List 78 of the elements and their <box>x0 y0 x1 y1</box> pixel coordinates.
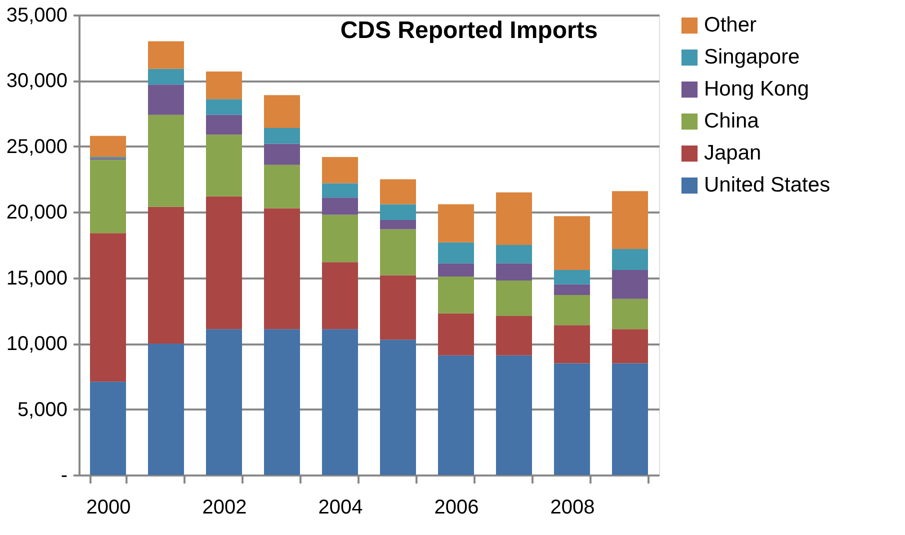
y-tick-label: - <box>60 464 68 486</box>
chart-title: CDS Reported Imports <box>340 17 598 44</box>
bar <box>206 196 242 330</box>
bar <box>322 198 358 215</box>
bar <box>554 294 590 326</box>
y-tick-label: 35,000 <box>6 4 68 26</box>
bar <box>380 220 416 230</box>
bar <box>90 233 126 382</box>
bar <box>148 206 184 344</box>
bar <box>496 355 532 475</box>
bar <box>206 134 242 196</box>
bar <box>612 248 648 270</box>
bar <box>554 284 590 295</box>
bar <box>380 179 416 204</box>
bar <box>554 216 590 270</box>
bar <box>206 114 242 135</box>
bar <box>264 144 300 165</box>
bar <box>438 204 474 242</box>
x-tick-label: 2000 <box>86 496 131 518</box>
bar <box>322 156 358 184</box>
bar <box>264 128 300 144</box>
x-tick-label: 2008 <box>550 496 595 518</box>
x-tick-label: 2004 <box>318 496 363 518</box>
legend-label: United States <box>704 174 830 196</box>
bar <box>554 270 590 284</box>
y-tick-label: 25,000 <box>6 136 68 158</box>
bar <box>264 329 300 475</box>
bar <box>612 363 648 475</box>
bar <box>148 84 184 115</box>
bar <box>322 183 358 198</box>
y-tick-label: 10,000 <box>6 333 68 356</box>
x-tick-label: 2006 <box>434 496 479 518</box>
bar <box>612 191 648 249</box>
bar <box>148 344 184 475</box>
bar <box>612 298 648 330</box>
bar <box>496 263 532 280</box>
bar <box>148 68 184 85</box>
bar <box>322 329 358 475</box>
legend-label: Other <box>704 14 757 36</box>
bar <box>90 136 126 157</box>
bar <box>438 276 474 314</box>
bar <box>496 280 532 316</box>
bar <box>554 363 590 475</box>
bar <box>90 160 126 234</box>
bar <box>264 95 300 128</box>
bar <box>148 114 184 207</box>
bar <box>90 382 126 475</box>
y-tick-label: 30,000 <box>6 70 68 92</box>
legend-label: Japan <box>704 142 762 164</box>
y-tick-label: 20,000 <box>6 202 68 224</box>
bar <box>322 214 358 262</box>
bar <box>264 164 300 208</box>
y-tick-label: 5,000 <box>17 398 68 421</box>
bar <box>380 229 416 276</box>
bar <box>322 262 358 330</box>
bar <box>612 329 648 364</box>
bar <box>264 208 300 330</box>
x-tick-label: 2002 <box>202 496 247 518</box>
bar <box>496 245 532 264</box>
bar <box>554 325 590 364</box>
legend-label: Singapore <box>704 46 800 68</box>
bar <box>496 192 532 245</box>
bar <box>438 355 474 475</box>
bar <box>206 72 242 100</box>
bar <box>206 329 242 475</box>
bar <box>148 41 184 69</box>
bar <box>496 316 532 356</box>
bar <box>612 270 648 299</box>
bar <box>206 99 242 115</box>
legend-label: Hong Kong <box>704 78 810 100</box>
legend-label: China <box>704 110 760 132</box>
bar <box>380 275 416 340</box>
bar <box>438 242 474 264</box>
y-tick-label: 15,000 <box>6 267 68 290</box>
bar <box>380 204 416 220</box>
bar <box>438 263 474 277</box>
bar <box>380 340 416 475</box>
bar <box>438 313 474 356</box>
